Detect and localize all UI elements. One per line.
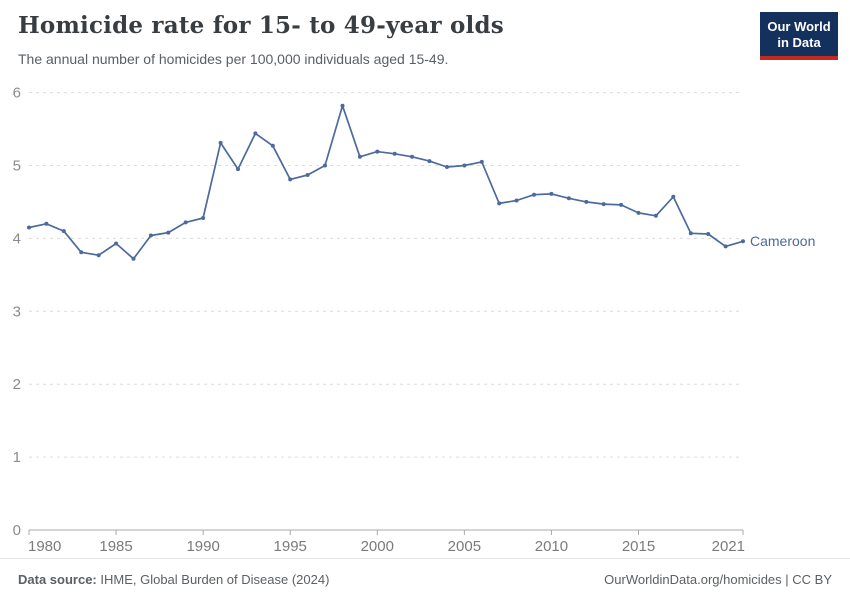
- owid-logo[interactable]: Our World in Data: [760, 12, 838, 61]
- entity-label[interactable]: Cameroon: [750, 233, 815, 249]
- page-title: Homicide rate for 15- to 49-year olds: [18, 12, 504, 39]
- y-tick-label: 5: [13, 158, 21, 175]
- data-source-label: Data source:: [18, 571, 97, 587]
- chart-point-1997[interactable]: [323, 163, 327, 168]
- chart-point-2007[interactable]: [497, 201, 502, 206]
- y-tick-label: 1: [13, 449, 21, 466]
- chart-point-1991[interactable]: [218, 140, 223, 145]
- chart-point-2011[interactable]: [566, 196, 571, 201]
- chart-point-1987[interactable]: [148, 233, 153, 238]
- y-tick-label: 2: [13, 376, 21, 393]
- x-tick-label: 2021: [712, 538, 745, 555]
- chart-point-1996[interactable]: [305, 173, 310, 177]
- chart-point-2014[interactable]: [619, 202, 624, 207]
- chart-point-2003[interactable]: [427, 159, 432, 164]
- attribution-link[interactable]: OurWorldinData.org/homicides | CC BY: [604, 571, 832, 587]
- x-tick-label: 2005: [448, 538, 481, 555]
- chart-point-1999[interactable]: [357, 154, 362, 159]
- chart-point-2015[interactable]: [636, 210, 641, 215]
- chart-point-2017[interactable]: [671, 194, 676, 199]
- chart-point-1982[interactable]: [61, 229, 66, 234]
- x-tick-label: 2010: [535, 538, 568, 555]
- chart-line[interactable]: [28, 104, 744, 260]
- x-tick-label: 1995: [274, 538, 307, 555]
- owid-logo-line2: in Data: [777, 34, 821, 50]
- chart-point-2016[interactable]: [653, 213, 658, 218]
- data-source-text: IHME, Global Burden of Disease (2024): [96, 571, 330, 587]
- chart-point-2012[interactable]: [584, 199, 589, 204]
- chart-point-1994[interactable]: [270, 143, 275, 148]
- chart-point-1995[interactable]: [288, 177, 293, 182]
- chart-point-1980[interactable]: [27, 225, 31, 230]
- chart-point-1993[interactable]: [253, 131, 258, 136]
- line-chart[interactable]: 0 1 2 3 4 5 6 1980 1985 1990 1995 2000 2005 2010 2015 2…: [0, 78, 850, 558]
- chart-point-1998[interactable]: [340, 103, 345, 108]
- chart-point-2018[interactable]: [688, 231, 693, 236]
- y-tick-label: 6: [13, 85, 21, 102]
- x-tick-label: 1980: [28, 538, 61, 555]
- chart-point-2020[interactable]: [723, 244, 728, 249]
- chart-point-1990[interactable]: [201, 216, 206, 220]
- x-tick-label: 2000: [361, 538, 394, 555]
- chart-point-1985[interactable]: [114, 241, 119, 246]
- chart-point-2009[interactable]: [532, 192, 536, 197]
- x-tick-label: 2015: [622, 538, 655, 555]
- chart-point-2002[interactable]: [410, 154, 415, 159]
- y-tick-label: 4: [13, 230, 21, 247]
- y-tick-label: 0: [13, 522, 21, 539]
- page-subtitle: The annual number of homicides per 100,0…: [18, 51, 449, 67]
- x-tick-label: 1985: [99, 538, 132, 555]
- chart-point-1989[interactable]: [183, 220, 188, 225]
- chart-point-2001[interactable]: [392, 151, 397, 156]
- data-source: Data source: IHME, Global Burden of Dise…: [18, 572, 329, 587]
- chart-point-1988[interactable]: [166, 230, 171, 235]
- chart-point-2008[interactable]: [514, 198, 519, 203]
- chart-point-2005[interactable]: [462, 163, 467, 168]
- chart-point-1984[interactable]: [96, 253, 101, 258]
- y-tick-label: 3: [13, 303, 21, 320]
- chart-point-1983[interactable]: [79, 250, 84, 255]
- owid-logo-line1: Our World: [767, 19, 831, 34]
- chart-footer: Data source: IHME, Global Burden of Dise…: [0, 558, 850, 599]
- chart-point-2019[interactable]: [706, 232, 711, 236]
- chart-point-2000[interactable]: [375, 149, 380, 154]
- chart-point-2013[interactable]: [601, 202, 606, 207]
- chart-point-1992[interactable]: [236, 167, 240, 172]
- chart-point-2021[interactable]: [741, 239, 745, 244]
- chart-point-1981[interactable]: [44, 221, 49, 226]
- x-tick-label: 1990: [186, 538, 219, 555]
- chart-point-2010[interactable]: [549, 191, 554, 196]
- chart-point-2006[interactable]: [479, 159, 484, 164]
- chart-point-1986[interactable]: [131, 256, 136, 261]
- chart-point-2004[interactable]: [445, 165, 449, 169]
